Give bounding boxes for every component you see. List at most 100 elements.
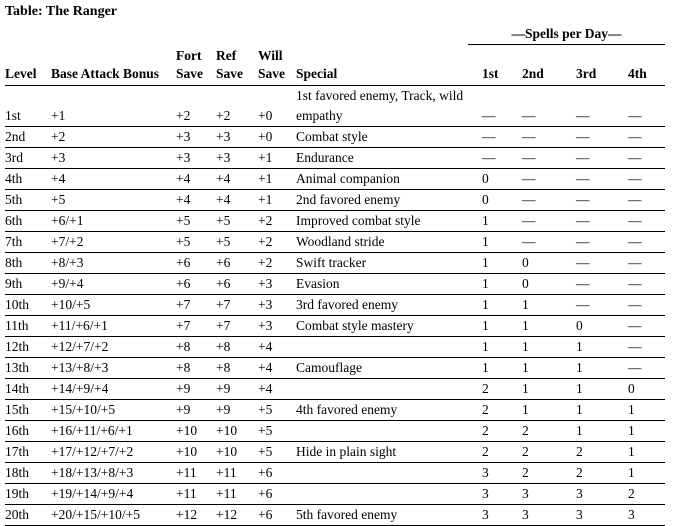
table-body: 1st +1 +2 +2 +0 1st favored enemy, Track, wil… — [5, 85, 666, 526]
header-spacer — [5, 24, 468, 45]
header-cell — [618, 45, 665, 66]
table-cell: +5 — [216, 231, 258, 253]
table-row: 18th +18/+13/+8/+3 +11 +11 +6 3 2 2 1 — [5, 462, 666, 484]
table-row: 15th +15/+10/+5 +9 +9 +5 4th favored enemy 2 1 1… — [5, 399, 666, 421]
table-cell: 15th — [5, 399, 51, 421]
table-cell: 1 — [468, 336, 510, 358]
table-cell — [296, 336, 468, 358]
table-cell: 0 — [468, 189, 510, 211]
table-cell: 3 — [468, 483, 510, 505]
table-cell: +2 — [216, 85, 258, 127]
header-cell: Fort — [176, 48, 202, 63]
table-cell: 2 — [468, 399, 510, 421]
table-cell: 1 — [510, 399, 564, 421]
table-cell: 1 — [510, 357, 564, 379]
table-cell: +18/+13/+8/+3 — [51, 462, 176, 484]
table-cell: +0 — [258, 126, 296, 148]
table-cell: +17/+12/+7/+2 — [51, 441, 176, 463]
table-cell: +9/+4 — [51, 273, 176, 295]
table-cell: — — [618, 357, 666, 379]
table-cell: +10 — [176, 441, 216, 463]
table-title: Table: The Ranger — [5, 4, 118, 19]
table-cell: 3 — [618, 504, 666, 526]
table-cell: +5 — [258, 441, 296, 463]
table-cell: 1 — [564, 357, 618, 379]
table-cell: Improved combat style — [296, 210, 468, 232]
header-spells-per-day: —Spells per Day— — [468, 24, 666, 45]
table-cell: +6 — [258, 483, 296, 505]
table-cell: +2 — [258, 231, 296, 253]
table-cell: 7th — [5, 231, 51, 253]
table-cell: +5 — [176, 231, 216, 253]
table-cell: +4 — [51, 168, 176, 190]
table-cell: +9 — [176, 399, 216, 421]
table-cell: 3 — [468, 504, 510, 526]
table-cell: — — [564, 294, 618, 316]
header-row-1: Fort Ref Will — [5, 45, 665, 66]
table-row: 3rd +3 +3 +3 +1 Endurance — — — — — [5, 147, 666, 169]
table-cell: +11 — [176, 462, 216, 484]
table-cell: Combat style — [296, 126, 468, 148]
table-cell: Camouflage — [296, 357, 468, 379]
table-cell: +10 — [176, 420, 216, 442]
table-row: 14th +14/+9/+4 +9 +9 +4 2 1 1 0 — [5, 378, 666, 400]
table-cell: — — [618, 252, 666, 274]
table-row: 12th +12/+7/+2 +8 +8 +4 1 1 1— — [5, 336, 666, 358]
table-cell: 1 — [618, 420, 666, 442]
table-cell: +13/+8/+3 — [51, 357, 176, 379]
table-cell: +2 — [258, 210, 296, 232]
table-cell: — — [510, 147, 564, 169]
header-cell — [510, 45, 564, 66]
table-cell: +16/+11/+6/+1 — [51, 420, 176, 442]
table-cell: — — [618, 336, 666, 358]
table-cell: +5 — [176, 210, 216, 232]
table-cell: +7 — [216, 315, 258, 337]
table-cell: 1 — [468, 315, 510, 337]
table-cell: 2 — [468, 378, 510, 400]
table-cell: +3 — [216, 126, 258, 148]
table-cell: 20th — [5, 504, 51, 526]
table-cell: +6 — [176, 252, 216, 274]
header-cell: Will — [258, 48, 283, 63]
table-cell: — — [618, 315, 666, 337]
table-cell: +7 — [216, 294, 258, 316]
header-cell: Save — [258, 65, 296, 86]
header-cell: 1st — [468, 65, 510, 86]
header-row-2: Level Base Attack Bonus Save Save Save S… — [5, 65, 666, 86]
table-cell: +4 — [176, 189, 216, 211]
header-cell: Base Attack Bonus — [51, 65, 176, 86]
table-cell: +3 — [176, 147, 216, 169]
table-cell: — — [618, 294, 666, 316]
header-cell: Level — [5, 65, 51, 86]
table-cell: 3 — [510, 504, 564, 526]
table-cell: Hide in plain sight — [296, 441, 468, 463]
table-cell: +2 — [51, 126, 176, 148]
table-cell: 2nd — [5, 126, 51, 148]
table-cell: +8 — [216, 336, 258, 358]
table-cell: +15/+10/+5 — [51, 399, 176, 421]
table-cell: +0 — [258, 85, 296, 127]
table-cell: +3 — [51, 147, 176, 169]
table-cell: +3 — [258, 315, 296, 337]
table-cell: +6 — [258, 462, 296, 484]
header-cell: Save — [176, 65, 216, 86]
table-cell: Evasion — [296, 273, 468, 295]
table-cell: +3 — [216, 147, 258, 169]
header-cell: 2nd — [510, 65, 564, 86]
table-row: 20th +20/+15/+10/+5 +12 +12 +6 5th favored en… — [5, 504, 666, 526]
header-cell — [564, 45, 618, 66]
table-cell: +11 — [216, 483, 258, 505]
table-cell: +4 — [216, 168, 258, 190]
table-cell: 1 — [510, 294, 564, 316]
table-cell: +8 — [176, 336, 216, 358]
table-cell: 11th — [5, 315, 51, 337]
table-cell: 0 — [468, 168, 510, 190]
table-cell: 1 — [510, 315, 564, 337]
table-cell: — — [564, 189, 618, 211]
table-cell: +14/+9/+4 — [51, 378, 176, 400]
table-cell: — — [618, 168, 666, 190]
table-cell: 1 — [468, 231, 510, 253]
table-cell: +12 — [176, 504, 216, 526]
table-cell: 1 — [618, 441, 666, 463]
table-cell — [296, 483, 468, 505]
